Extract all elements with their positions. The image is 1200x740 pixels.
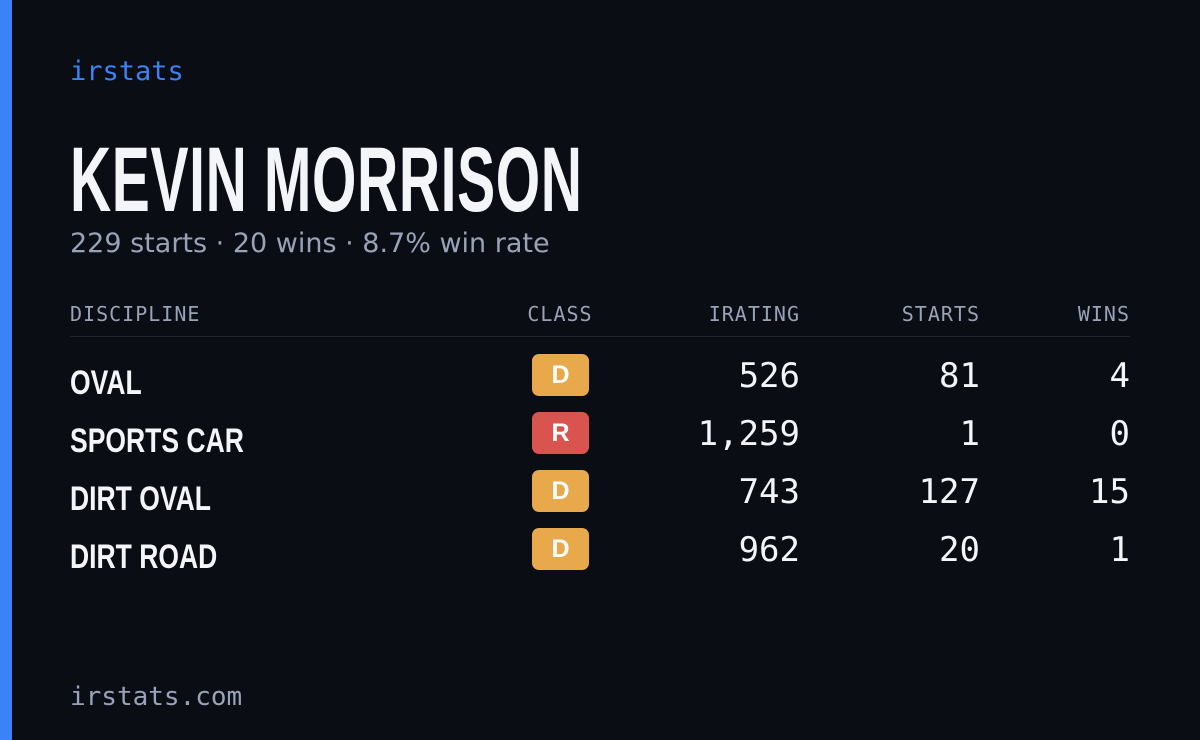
discipline: DIRT ROAD xyxy=(70,538,218,576)
starts: 1 xyxy=(959,414,980,454)
irating: 1,259 xyxy=(697,414,800,454)
column-header: DISCIPLINE xyxy=(70,302,201,326)
irating: 526 xyxy=(738,356,800,396)
wins: 1 xyxy=(1109,530,1130,570)
brand: irstats xyxy=(70,56,184,87)
irating: 962 xyxy=(738,530,800,570)
accent-bar xyxy=(0,0,12,740)
starts: 81 xyxy=(939,356,980,396)
starts: 20 xyxy=(939,530,980,570)
wins: 4 xyxy=(1109,356,1130,396)
discipline: SPORTS CAR xyxy=(70,422,244,460)
column-header: CLASS xyxy=(527,302,593,326)
class-badge: D xyxy=(532,470,589,512)
class-badge: R xyxy=(532,412,589,454)
wins: 0 xyxy=(1109,414,1130,454)
irating: 743 xyxy=(738,472,800,512)
summary: 229 starts · 20 wins · 8.7% win rate xyxy=(70,228,550,259)
discipline: DIRT OVAL xyxy=(70,480,211,518)
column-header: STARTS xyxy=(901,302,980,326)
wins: 15 xyxy=(1089,472,1130,512)
class-badge: D xyxy=(532,354,589,396)
column-header: IRATING xyxy=(708,302,800,326)
discipline: OVAL xyxy=(70,364,142,402)
footer: irstats.com xyxy=(70,682,243,712)
driver-name: KEVIN MORRISON xyxy=(70,129,583,231)
divider xyxy=(70,336,1130,337)
column-header: WINS xyxy=(1077,302,1130,326)
starts: 127 xyxy=(918,472,980,512)
class-badge: D xyxy=(532,528,589,570)
